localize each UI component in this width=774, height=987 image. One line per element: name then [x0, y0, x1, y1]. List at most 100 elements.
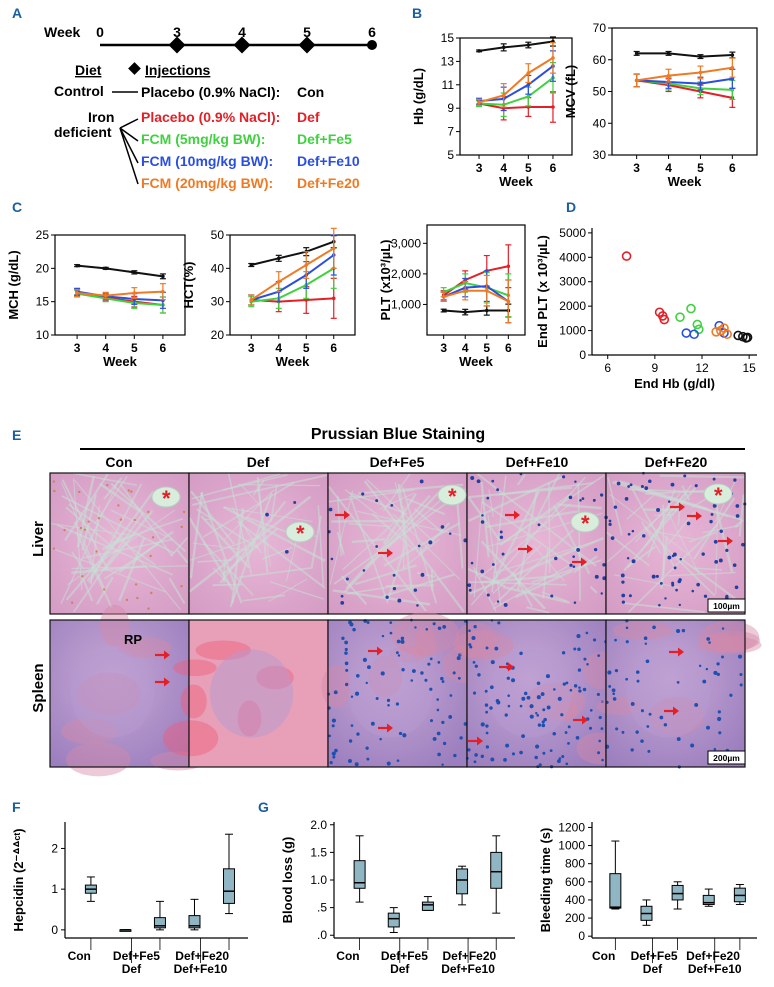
iron-deposit	[708, 641, 711, 644]
red-arrow-icon	[468, 736, 483, 746]
red-arrow-icon	[670, 502, 685, 512]
iron-deposit	[573, 647, 577, 651]
sinusoid	[219, 500, 287, 584]
week-3: 3	[173, 24, 181, 40]
arrow-head	[477, 736, 483, 746]
iron-deposit	[644, 642, 648, 645]
iron-deposit	[381, 634, 385, 638]
sinusoid	[666, 509, 700, 574]
iron-deposit	[614, 669, 619, 673]
y-tick-label: 1,000	[391, 297, 421, 311]
iron-deposit	[659, 715, 664, 720]
brown-granule	[117, 504, 120, 507]
plot-frame	[459, 37, 573, 156]
iron-deposit	[473, 760, 477, 764]
sinusoid	[532, 544, 565, 582]
iron-deposit	[734, 585, 739, 590]
x-axis-label: Week	[668, 174, 702, 189]
iron-deposit	[541, 723, 546, 728]
iron-deposit	[615, 727, 619, 731]
category-label: Def	[390, 962, 410, 976]
scale-bar-liver	[707, 598, 746, 613]
iron-deposit	[694, 703, 699, 707]
iron-deposit	[293, 500, 297, 504]
y-axis-label: Hb (g/dL)	[411, 68, 426, 125]
iron-deposit	[448, 715, 453, 719]
data-point	[463, 288, 468, 293]
iron-deposit	[442, 741, 447, 746]
injection-diamond-icon	[298, 36, 316, 54]
scatter-point-def-fe5	[675, 312, 685, 322]
x-tick-label: 6	[330, 341, 337, 355]
brown-granule	[130, 490, 133, 493]
iron-deposit	[712, 503, 717, 508]
iron-deposit	[491, 563, 495, 566]
data-point	[161, 289, 165, 294]
data-point	[331, 296, 336, 301]
data-point	[75, 291, 79, 295]
y-tick-label: 0	[579, 348, 586, 362]
sinusoid	[456, 498, 464, 569]
sinusoid	[99, 482, 140, 512]
iron-deposit	[379, 737, 382, 741]
iron-deposit	[552, 731, 557, 736]
series-line-def-fe20	[250, 247, 335, 301]
sinusoid	[196, 508, 259, 549]
sinusoid	[383, 522, 460, 567]
iron-deposit	[630, 748, 634, 752]
sinusoid	[52, 548, 166, 593]
iron-deposit	[713, 539, 718, 544]
iron-deposit	[474, 753, 478, 757]
sinusoid	[516, 474, 526, 486]
iron-deposit	[569, 563, 573, 567]
iron-deposit	[671, 581, 675, 585]
sinusoid	[340, 575, 368, 605]
iron-deposit	[437, 661, 441, 664]
series-line-def-fe20	[443, 289, 509, 303]
spleen-micrograph-0	[49, 604, 206, 777]
y-tick-label: 30	[593, 148, 607, 162]
box-def-fe20	[223, 868, 236, 904]
x-tick-label: 5	[697, 161, 704, 175]
iron-deposit	[496, 700, 501, 705]
category-label: Def+Fe20	[443, 949, 497, 963]
x-tick-label: 3	[633, 161, 640, 175]
spleen-micrograph-3	[453, 619, 625, 769]
iron-deposit	[344, 682, 349, 687]
sinusoid	[531, 559, 602, 584]
chart-hb: 5 7 9 11 13 15 3 4 5 6 Week Hb (g/dL)	[411, 31, 573, 189]
iron-deposit	[390, 504, 394, 507]
iron-deposit	[429, 687, 433, 691]
brown-granule	[147, 607, 150, 610]
iron-deposit	[567, 741, 570, 745]
sinusoid	[492, 545, 541, 595]
iron-deposit	[652, 625, 656, 630]
box-def-fe10	[456, 868, 469, 895]
brown-granule	[97, 517, 101, 520]
iron-deposit	[436, 708, 440, 712]
y-tick-label: 1	[51, 882, 58, 896]
iron-deposit	[350, 724, 354, 727]
iron-deposit	[452, 671, 456, 675]
scatter-point-def-fe5	[692, 319, 703, 330]
sinusoid	[96, 576, 114, 605]
iron-deposit	[600, 727, 604, 731]
x-tick-label: 4	[102, 341, 109, 355]
col-label-def-fe20: Def+Fe20	[645, 454, 708, 470]
iron-deposit	[701, 552, 705, 556]
brown-granule	[106, 483, 109, 487]
arrow-head	[344, 510, 350, 520]
iron-deposit	[630, 702, 635, 706]
sinusoid	[328, 489, 415, 503]
y-axis-label: End PLT (x 10³/µL)	[535, 235, 550, 348]
iron-deposit	[676, 680, 680, 684]
iron-deposit	[640, 484, 644, 489]
sinusoid	[493, 540, 596, 574]
iron-deposit	[449, 694, 453, 697]
red-arrow-icon	[378, 548, 393, 558]
scatter-point-def-fe5	[694, 324, 704, 335]
data-point	[75, 263, 79, 268]
iron-deposit	[640, 709, 644, 713]
red-pulp	[705, 630, 761, 651]
